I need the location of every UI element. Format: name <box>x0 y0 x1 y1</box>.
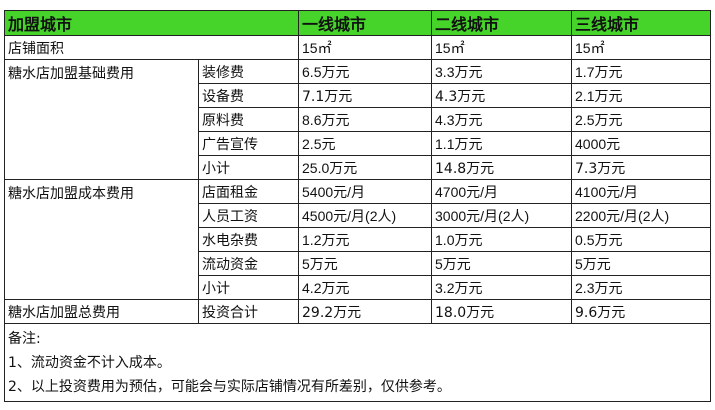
row-label: 店铺面积 <box>3 35 300 60</box>
cell: 0.5万元 <box>571 227 712 252</box>
cell: 1.2万元 <box>298 227 433 252</box>
cell: 2.5元 <box>298 131 433 156</box>
cell: 15㎡ <box>431 35 573 60</box>
notes-title: 备注: <box>8 331 41 347</box>
table-row: 小计 4.2万元 3.2万元 2.3万元 <box>5 275 712 300</box>
note-line: 1、流动资金不计入成本。 <box>8 355 171 371</box>
table-row: 糖水店加盟成本费用 店面租金 5400元/月 4700元/月 4100元/月 <box>4 179 712 300</box>
item-label: 店面租金 <box>197 179 300 204</box>
cell: 8.6万元 <box>298 107 433 132</box>
cell: 29.2万元 <box>298 299 433 324</box>
table-row: 水电杂费 1.2万元 1.0万元 0.5万元 <box>5 227 712 252</box>
cell: 6.5万元 <box>298 59 433 84</box>
table-row: 流动资金 5万元 5万元 5万元 <box>5 251 712 276</box>
cell: 15㎡ <box>298 35 433 60</box>
header-row: 加盟城市 一线城市 二线城市 三线城市 <box>3 10 712 36</box>
item-label: 水电杂费 <box>197 227 300 252</box>
item-label: 流动资金 <box>197 251 300 276</box>
table-row: 人员工资 4500元/月(2人) 3000元/月(2人) 2200元/月(2人) <box>5 203 712 228</box>
cell: 7.1万元 <box>298 83 433 108</box>
cell: 2.3万元 <box>571 275 712 300</box>
table-row: 小计 25.0万元 14.8万元 7.3万元 <box>5 155 712 180</box>
item-label: 装修费 <box>197 59 300 84</box>
cell: 2.5万元 <box>571 107 712 132</box>
table-row: 糖水店加盟基础费用 装修费 6.5万元 3.3万元 1.7万元 <box>4 59 712 180</box>
header-tier3: 三线城市 <box>571 10 712 36</box>
cell: 14.8万元 <box>431 155 573 180</box>
item-label: 小计 <box>197 155 300 180</box>
cell: 4.3万元 <box>431 83 573 108</box>
table-row: 店铺面积 15㎡ 15㎡ 15㎡ <box>3 35 712 60</box>
cell: 4500元/月(2人) <box>298 203 433 228</box>
header-tier1: 一线城市 <box>298 10 433 36</box>
item-label: 原料费 <box>197 107 300 132</box>
notes-row: 备注: 1、流动资金不计入成本。 2、以上投资费用为预估，可能会与实际店铺情况有… <box>3 323 712 402</box>
cell: 18.0万元 <box>431 299 573 324</box>
header-city: 加盟城市 <box>3 10 300 36</box>
cell: 4700元/月 <box>431 179 573 204</box>
table-row: 设备费 7.1万元 4.3万元 2.1万元 <box>5 83 712 108</box>
cell: 4100元/月 <box>571 179 712 204</box>
cell: 9.6万元 <box>571 299 712 324</box>
group-label: 糖水店加盟总费用 <box>4 299 199 324</box>
cell: 3.2万元 <box>431 275 573 300</box>
table-row: 广告宣传 2.5元 1.1万元 4000元 <box>5 131 712 156</box>
cell: 25.0万元 <box>298 155 433 180</box>
cell: 1.1万元 <box>431 131 573 156</box>
item-label: 小计 <box>197 275 300 300</box>
cell: 3.3万元 <box>431 59 573 84</box>
cell: 5万元 <box>431 251 573 276</box>
cell: 7.3万元 <box>571 155 712 180</box>
item-label: 人员工资 <box>197 203 300 228</box>
cell: 3000元/月(2人) <box>431 203 573 228</box>
cell: 2200元/月(2人) <box>571 203 712 228</box>
group-label: 糖水店加盟基础费用 <box>4 59 199 180</box>
cell: 1.7万元 <box>571 59 712 84</box>
table-row: 原料费 8.6万元 4.3万元 2.5万元 <box>5 107 712 132</box>
cell: 2.1万元 <box>571 83 712 108</box>
item-label: 投资合计 <box>197 299 300 324</box>
notes-cell: 备注: 1、流动资金不计入成本。 2、以上投资费用为预估，可能会与实际店铺情况有… <box>3 323 712 402</box>
cell: 4.3万元 <box>431 107 573 132</box>
cell: 4000元 <box>571 131 712 156</box>
header-tier2: 二线城市 <box>431 10 573 36</box>
group-label: 糖水店加盟成本费用 <box>4 179 199 300</box>
cell: 5万元 <box>571 251 712 276</box>
cell: 5400元/月 <box>298 179 433 204</box>
cell: 1.0万元 <box>431 227 573 252</box>
item-label: 设备费 <box>197 83 300 108</box>
cell: 15㎡ <box>571 35 712 60</box>
table-row: 糖水店加盟总费用 投资合计 29.2万元 18.0万元 9.6万元 <box>4 299 712 324</box>
item-label: 广告宣传 <box>197 131 300 156</box>
note-line: 2、以上投资费用为预估，可能会与实际店铺情况有所差别，仅供参考。 <box>8 379 451 395</box>
franchise-cost-table: 加盟城市 一线城市 二线城市 三线城市 店铺面积 15㎡ 15㎡ 15㎡ 糖水店… <box>3 10 712 402</box>
cell: 4.2万元 <box>298 275 433 300</box>
cell: 5万元 <box>298 251 433 276</box>
